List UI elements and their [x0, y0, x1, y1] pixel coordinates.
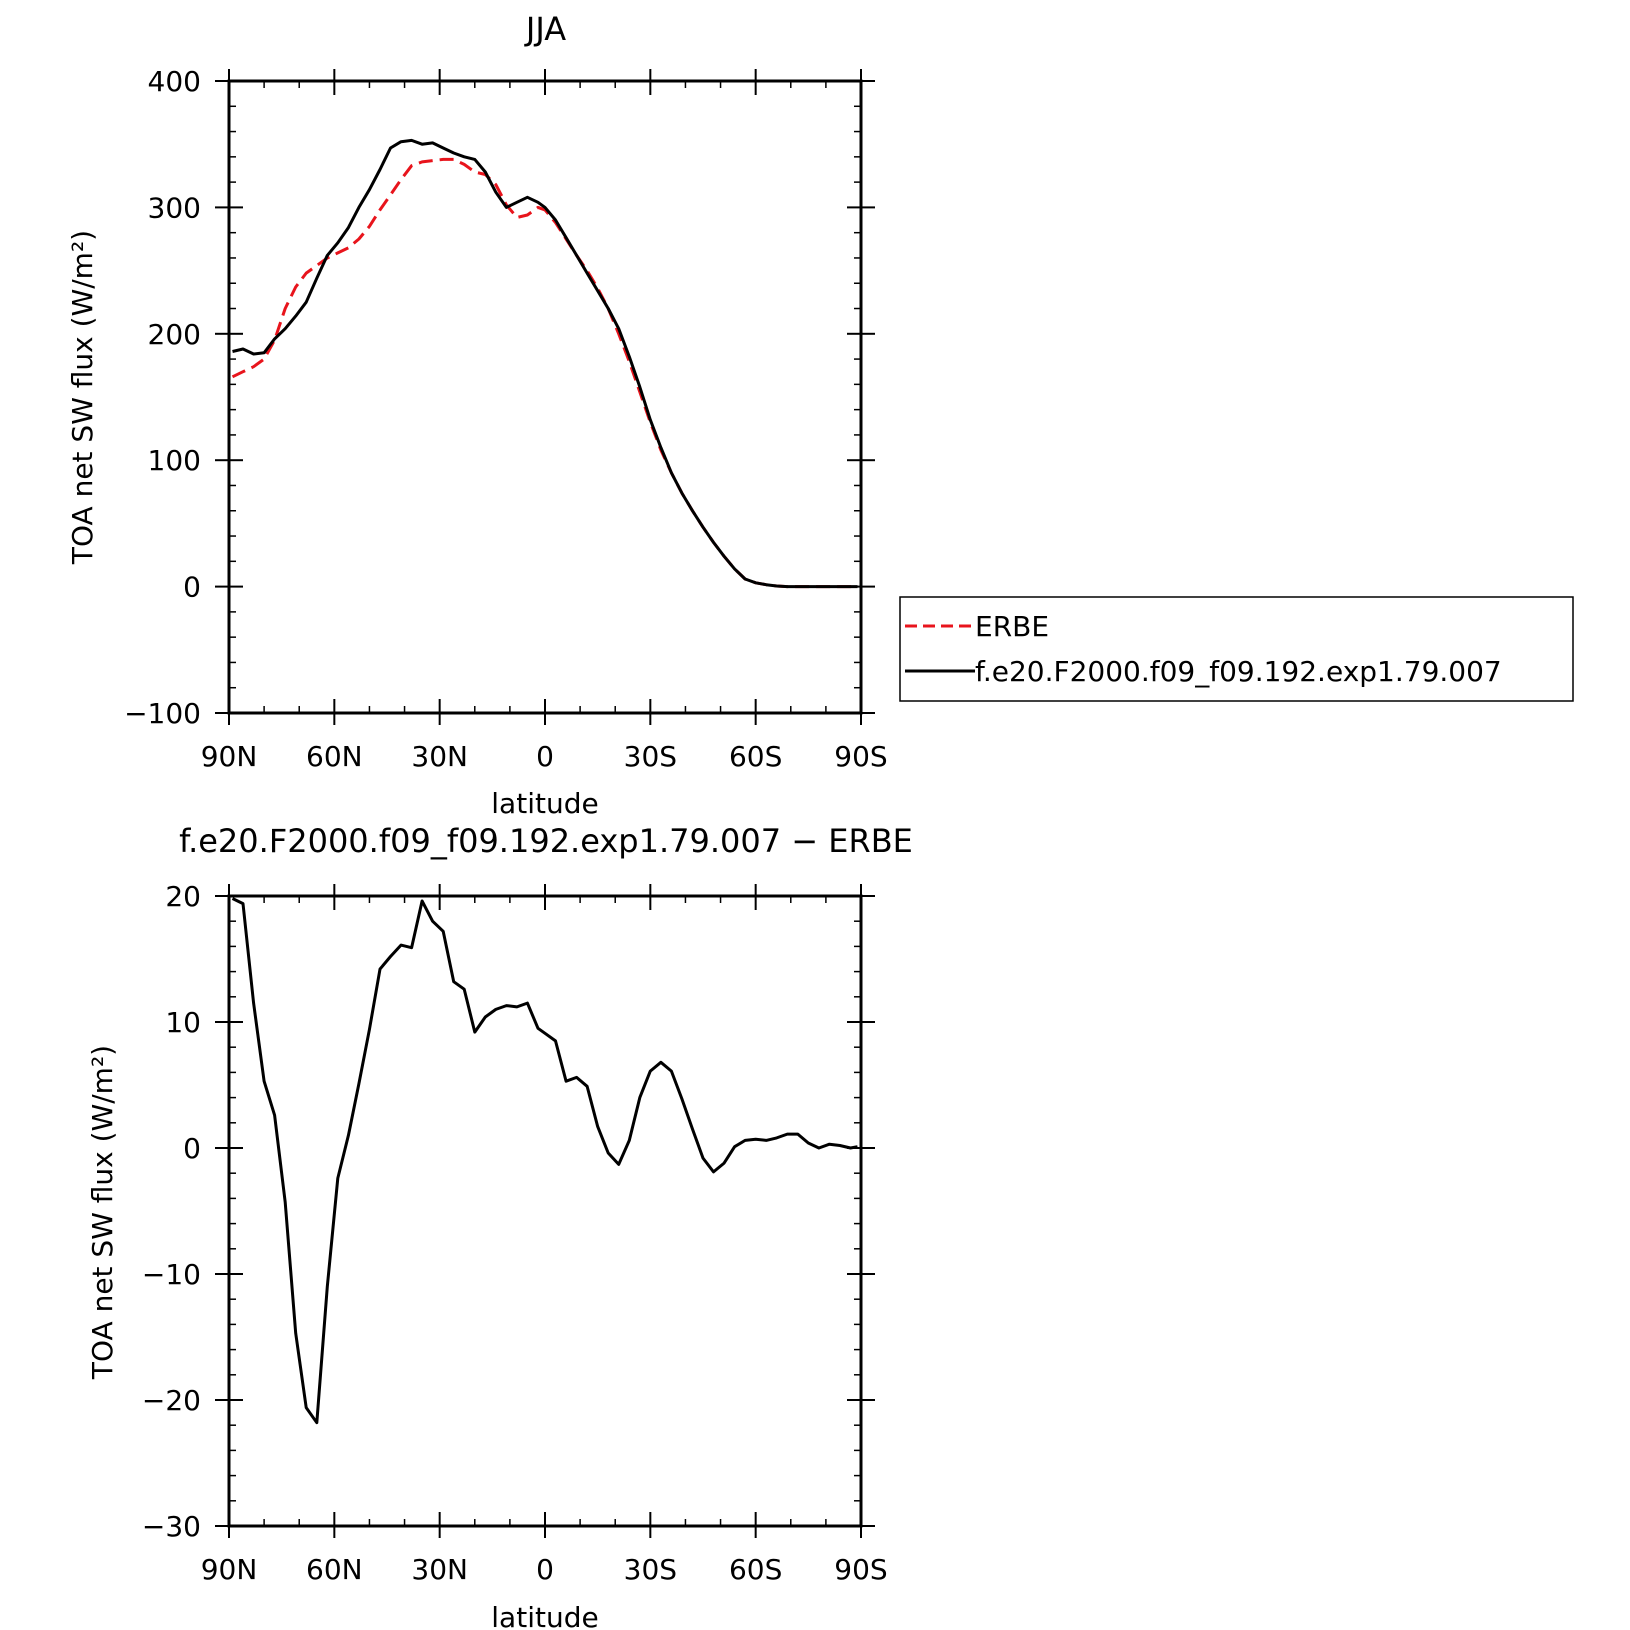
panel-title: JJA [524, 10, 566, 48]
x-tick-label: 30S [624, 740, 677, 773]
x-tick-label: 60S [729, 740, 782, 773]
series-line-difference [231, 897, 858, 1425]
y-tick-label: 300 [148, 191, 201, 224]
x-tick-label: 30S [624, 1553, 677, 1586]
tick-labels: 90N 60N 30N 0 30S 60S 90S −100 0 100 200 300 400 [124, 65, 888, 773]
y-tick-label: −30 [142, 1510, 201, 1543]
x-tick-label: 90S [834, 1553, 887, 1586]
x-tick-label: 90N [201, 740, 258, 773]
series-lines [231, 897, 858, 1425]
x-tick-label: 0 [536, 740, 554, 773]
legend-box [899, 596, 1574, 702]
y-tick-label: 10 [165, 1006, 201, 1039]
series-line-model [232, 138, 858, 589]
series-line-erbe [231, 157, 858, 589]
y-tick-label: −100 [124, 697, 201, 730]
y-tick-label: −10 [142, 1258, 201, 1291]
plot-frame [227, 894, 863, 1528]
legend: ERBE f.e20.F2000.f09_f09.192.exp1.79.007 [899, 596, 1574, 702]
x-tick-label: 60N [306, 740, 363, 773]
y-tick-label: 0 [183, 571, 201, 604]
x-tick-label: 30N [411, 1553, 468, 1586]
y-tick-label: −20 [142, 1384, 201, 1417]
y-tick-label: 100 [148, 444, 201, 477]
y-axis-label: TOA net SW flux (W/m²) [66, 230, 99, 565]
panel-top: JJA 90N 60N 30N 0 30S 60S 90S −100 0 100 200 300 400… [66, 10, 888, 820]
x-tick-label: 60S [729, 1553, 782, 1586]
x-tick-label: 30N [411, 740, 468, 773]
series-lines [231, 138, 858, 589]
y-tick-label: 400 [148, 65, 201, 98]
y-tick-label: 200 [148, 318, 201, 351]
legend-label-model: f.e20.F2000.f09_f09.192.exp1.79.007 [975, 655, 1502, 688]
x-tick-label: 90S [834, 740, 887, 773]
panel-bottom: f.e20.F2000.f09_f09.192.exp1.79.007 − ER… [86, 822, 913, 1630]
x-axis-label: latitude [491, 787, 598, 820]
tick-labels: 90N 60N 30N 0 30S 60S 90S −30 −20 −10 0 10 20 [142, 880, 888, 1586]
panel-title: f.e20.F2000.f09_f09.192.exp1.79.007 − ER… [179, 822, 913, 860]
y-tick-label: 20 [165, 880, 201, 913]
y-tick-label: 0 [183, 1132, 201, 1165]
axis-ticks [215, 884, 875, 1538]
x-tick-label: 0 [536, 1553, 554, 1586]
y-axis-label: TOA net SW flux (W/m²) [86, 1045, 119, 1380]
x-tick-label: 60N [306, 1553, 363, 1586]
x-axis-label: latitude [491, 1601, 598, 1630]
legend-label-erbe: ERBE [975, 610, 1049, 643]
x-tick-label: 90N [201, 1553, 258, 1586]
axis-ticks [215, 69, 875, 725]
plot-frame [227, 79, 863, 715]
